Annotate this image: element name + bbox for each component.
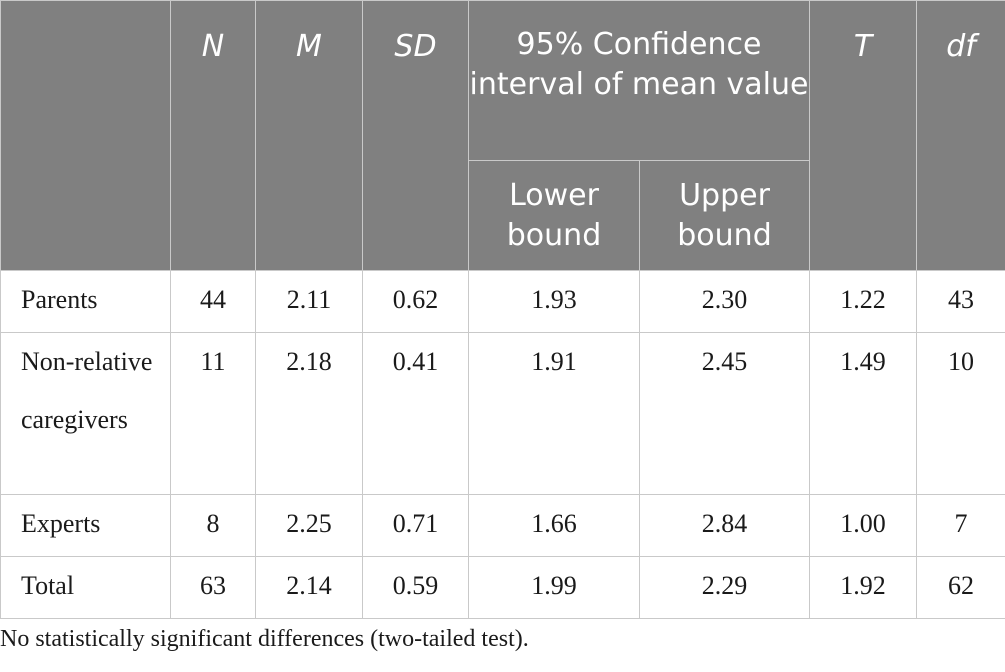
table-row: Total 63 2.14 0.59 1.99 2.29 1.92 62: [0, 556, 1005, 619]
statistics-table: N M SD 95% Confidence interval of mean v…: [0, 0, 1005, 619]
cell-upper-bound: 2.45: [638, 332, 811, 495]
cell-m: 2.11: [255, 270, 363, 333]
cell-m: 2.25: [255, 494, 363, 557]
cell-df: 62: [916, 556, 1005, 619]
cell-t: 1.49: [809, 332, 918, 495]
table-row: Experts 8 2.25 0.71 1.66 2.84 1.00 7: [0, 494, 1005, 557]
cell-sd: 0.62: [362, 270, 469, 333]
table-body: Parents 44 2.11 0.62 1.93 2.30 1.22 43 N…: [0, 270, 1005, 619]
cell-sd: 0.71: [362, 494, 469, 557]
cell-upper-bound: 2.84: [638, 494, 811, 557]
cell-m: 2.14: [255, 556, 363, 619]
cell-n: 11: [170, 332, 256, 495]
cell-df: 10: [916, 332, 1005, 495]
header-df: df: [916, 0, 1005, 271]
cell-lower-bound: 1.99: [468, 556, 640, 619]
cell-df: 43: [916, 270, 1005, 333]
cell-lower-bound: 1.93: [468, 270, 640, 333]
table-footnote: No statistically significant differences…: [0, 626, 529, 652]
header-confidence-interval: 95% Confidence interval of mean value: [467, 0, 811, 161]
cell-m: 2.18: [255, 332, 363, 495]
row-label: Total: [0, 556, 171, 619]
header-m: M: [255, 0, 363, 271]
cell-upper-bound: 2.30: [638, 270, 811, 333]
header-n: N: [170, 0, 256, 271]
header-t: T: [809, 0, 918, 271]
table-header: N M SD 95% Confidence interval of mean v…: [0, 0, 1005, 271]
header-upper-bound: Upper bound: [638, 160, 811, 271]
row-label: Non-relative caregivers: [0, 332, 171, 495]
row-label: Experts: [0, 494, 171, 557]
header-blank-cell: [0, 0, 171, 271]
cell-t: 1.92: [809, 556, 918, 619]
row-label: Parents: [0, 270, 171, 333]
cell-df: 7: [916, 494, 1005, 557]
cell-lower-bound: 1.66: [468, 494, 640, 557]
cell-n: 8: [170, 494, 256, 557]
table-row: Parents 44 2.11 0.62 1.93 2.30 1.22 43: [0, 270, 1005, 333]
cell-n: 44: [170, 270, 256, 333]
cell-lower-bound: 1.91: [468, 332, 640, 495]
cell-upper-bound: 2.29: [638, 556, 811, 619]
header-sd: SD: [362, 0, 469, 271]
cell-n: 63: [170, 556, 256, 619]
header-lower-bound: Lower bound: [468, 160, 640, 271]
cell-sd: 0.59: [362, 556, 469, 619]
cell-t: 1.00: [809, 494, 918, 557]
table-row: Non-relative caregivers 11 2.18 0.41 1.9…: [0, 332, 1005, 495]
cell-sd: 0.41: [362, 332, 469, 495]
cell-t: 1.22: [809, 270, 918, 333]
